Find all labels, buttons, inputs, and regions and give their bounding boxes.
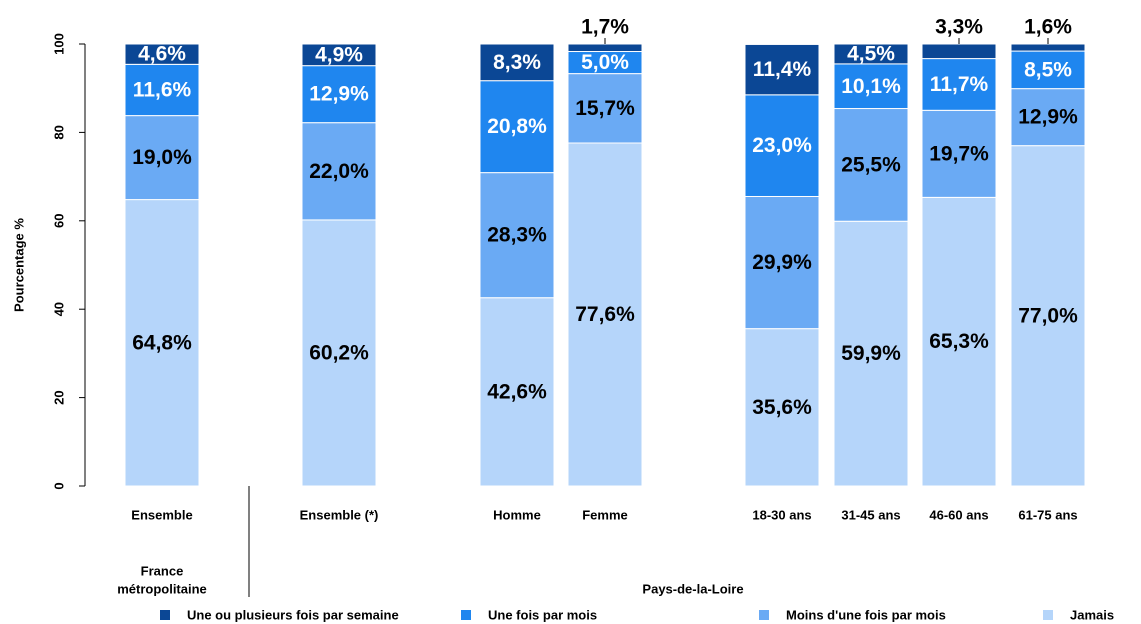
bar-segment [567, 142, 643, 487]
bar-segment [921, 58, 997, 111]
y-tick-label: 100 [51, 33, 66, 55]
value-label: 22,0% [309, 160, 369, 183]
value-label: 65,3% [929, 330, 989, 353]
legend-label: Moins d'une fois par mois [786, 607, 946, 622]
value-label: 11,4% [753, 58, 812, 81]
value-label: 11,6% [133, 79, 192, 102]
value-label: 11,7% [930, 73, 989, 96]
bar-segment [833, 43, 909, 65]
value-label: 8,5% [1024, 58, 1072, 81]
x-tick-label: Femme [582, 507, 628, 522]
y-axis-label: Pourcentage % [11, 218, 26, 312]
legend-swatch [759, 610, 769, 620]
group-label: France [141, 563, 184, 578]
value-label: 20,8% [487, 115, 547, 138]
bar-segment [124, 115, 200, 201]
x-tick-label: 31-45 ans [841, 507, 900, 522]
value-label: 60,2% [309, 342, 369, 365]
bar-segment [833, 220, 909, 487]
bar-segment [921, 196, 997, 487]
bar-segment [479, 43, 555, 82]
value-label: 15,7% [575, 97, 635, 120]
y-tick-label: 80 [51, 125, 66, 139]
bar-segment [479, 172, 555, 299]
y-tick-label: 0 [51, 482, 66, 489]
y-tick-label: 20 [51, 390, 66, 404]
value-label: 23,0% [752, 134, 812, 157]
bar-segment [1010, 88, 1086, 147]
value-label: 8,3% [493, 51, 541, 74]
x-tick-label: 46-60 ans [929, 507, 988, 522]
value-label: 77,6% [575, 303, 635, 326]
legend-label: Une fois par mois [488, 607, 597, 622]
bar-segment [567, 43, 643, 53]
value-label: 35,6% [752, 396, 812, 419]
value-label: 59,9% [841, 342, 901, 365]
bar-segment [744, 94, 820, 197]
x-tick-label: 18-30 ans [752, 507, 811, 522]
bar-segment [744, 43, 820, 96]
value-label: 77,0% [1018, 304, 1078, 327]
x-tick-label: Homme [493, 507, 541, 522]
bar-segment [1010, 50, 1086, 90]
bar-segment [833, 108, 909, 222]
value-label: 1,7% [581, 16, 629, 39]
bar-segment [744, 195, 820, 330]
value-label: 3,3% [935, 16, 983, 39]
value-label: 12,9% [309, 83, 369, 106]
group-label: Pays-de-la-Loire [642, 581, 743, 596]
bar-segment [301, 219, 377, 487]
bar-segment [921, 109, 997, 198]
value-label: 25,5% [841, 153, 901, 176]
bar-segment [921, 43, 997, 60]
bar-segment [301, 122, 377, 221]
x-tick-label: Ensemble [131, 507, 192, 522]
bar-segment [1010, 43, 1086, 52]
value-label: 1,6% [1024, 16, 1072, 39]
legend-swatch [1043, 610, 1053, 620]
value-label: 4,5% [847, 42, 895, 65]
y-tick-label: 40 [51, 302, 66, 316]
value-label: 28,3% [487, 224, 547, 247]
legend-swatch [160, 610, 170, 620]
value-label: 4,9% [315, 43, 363, 66]
bar-segment [479, 80, 555, 174]
value-label: 12,9% [1018, 106, 1078, 129]
value-label: 5,0% [581, 51, 629, 74]
bar-segment [301, 43, 377, 67]
legend-label: Jamais [1070, 607, 1114, 622]
value-label: 42,6% [487, 380, 547, 403]
bar-segment [744, 328, 820, 487]
bar-segment [479, 297, 555, 487]
value-label: 19,0% [132, 146, 192, 169]
bar-segment [833, 63, 909, 110]
x-tick-label: Ensemble (*) [300, 507, 379, 522]
legend-swatch [461, 610, 471, 620]
y-tick-label: 60 [51, 214, 66, 228]
bar-segment [124, 43, 200, 65]
value-label: 29,9% [752, 251, 812, 274]
bar-segment [1010, 145, 1086, 487]
legend-label: Une ou plusieurs fois par semaine [187, 607, 399, 622]
value-label: 19,7% [929, 142, 989, 165]
bar-segment [124, 199, 200, 487]
value-label: 4,6% [138, 43, 186, 66]
group-label: métropolitaine [117, 581, 207, 596]
bar-segment [567, 73, 643, 144]
x-tick-label: 61-75 ans [1018, 507, 1077, 522]
value-label: 10,1% [841, 75, 901, 98]
value-label: 64,8% [132, 331, 192, 354]
bar-segment [124, 63, 200, 117]
